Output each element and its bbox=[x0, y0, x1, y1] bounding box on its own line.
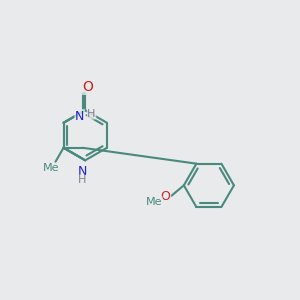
Text: Me: Me bbox=[146, 196, 162, 207]
Text: N: N bbox=[78, 165, 87, 178]
Text: O: O bbox=[160, 190, 170, 203]
Text: H: H bbox=[78, 175, 86, 185]
Text: N: N bbox=[75, 110, 84, 123]
Text: O: O bbox=[83, 80, 94, 94]
Text: H: H bbox=[87, 109, 96, 119]
Text: Me: Me bbox=[43, 163, 59, 173]
